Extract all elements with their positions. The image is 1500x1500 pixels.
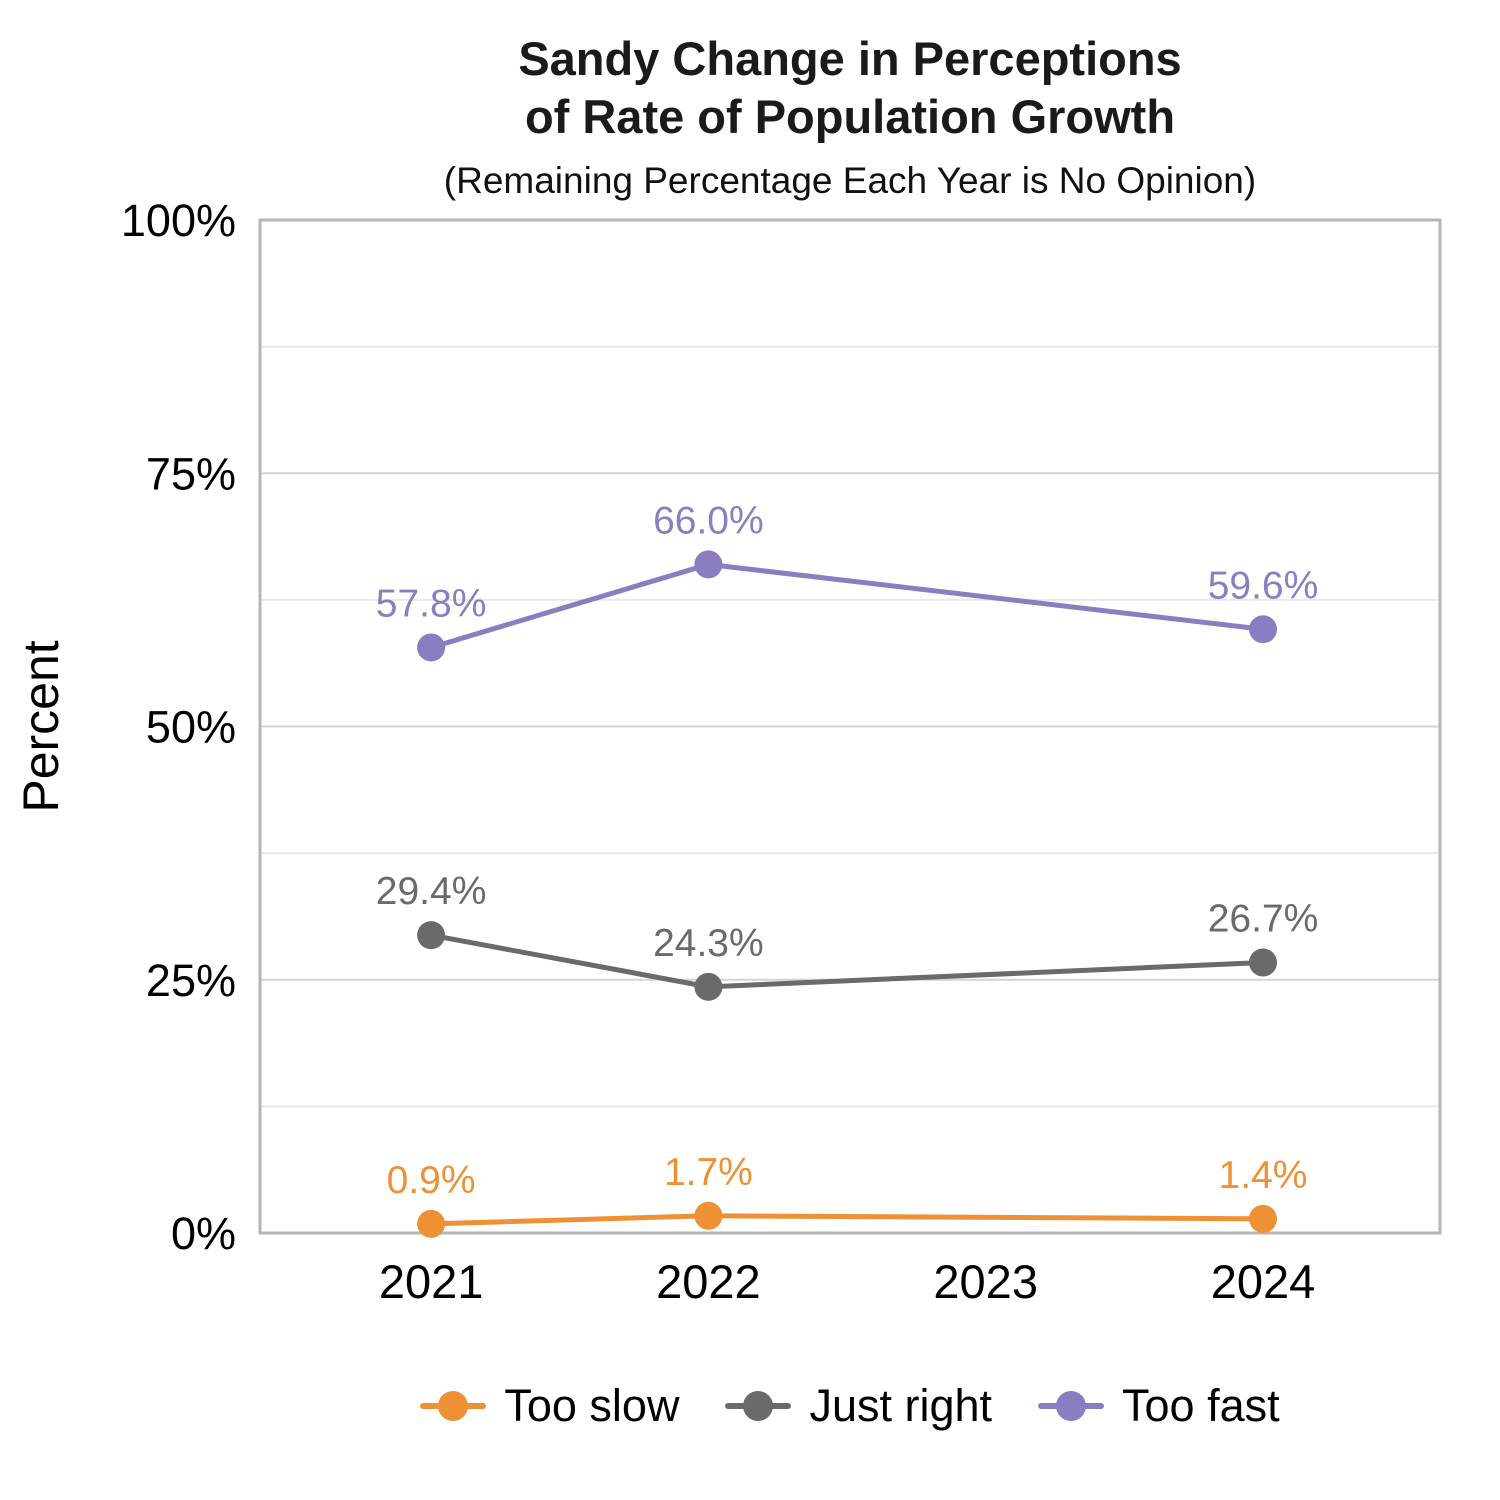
data-label: 57.8% [376,582,487,625]
data-point-too-fast-2024 [1249,615,1277,644]
data-label: 24.3% [653,922,764,965]
data-point-too-slow-2021 [417,1209,446,1238]
data-label: 29.4% [376,870,487,913]
x-tick-label: 2021 [379,1255,484,1308]
y-tick-label: 75% [146,448,236,499]
legend-item-too-slow: Too slow [420,1380,679,1432]
legend-item-just-right: Just right [725,1380,992,1432]
chart-subtitle: (Remaining Percentage Each Year is No Op… [443,160,1257,201]
legend-label-just-right: Just right [809,1380,993,1431]
chart-title-line-1: Sandy Change in Perceptions [518,32,1182,85]
data-point-just-right-2024 [1249,948,1277,977]
chart-header: Sandy Change in Perceptions of Rate of P… [160,30,1500,202]
series-line-too-fast [428,561,1266,650]
data-point-too-fast-2022 [694,550,723,579]
legend-item-too-fast: Too fast [1038,1380,1280,1432]
legend-label-too-slow: Too slow [504,1380,680,1431]
data-label: 1.4% [1219,1154,1308,1197]
too-slow-marker-icon [420,1388,487,1424]
chart-title-line-2: of Rate of Population Growth [524,90,1176,143]
data-point-too-slow-2024 [1249,1204,1277,1233]
data-label: 59.6% [1208,564,1319,607]
legend: Too slow Just right Too fast [260,1368,1440,1444]
data-label: 1.7% [664,1151,753,1194]
just-right-marker-icon [725,1388,792,1424]
y-tick-label: 50% [146,702,236,753]
legend-label-too-fast: Too fast [1122,1380,1280,1431]
data-point-too-fast-2021 [417,633,446,662]
data-point-just-right-2022 [694,972,723,1001]
y-tick-label: 100% [121,195,236,246]
data-label: 66.0% [653,499,764,542]
y-tick-label: 25% [146,955,236,1006]
series-line-too-slow [428,1213,1266,1227]
x-tick-label: 2023 [933,1255,1038,1308]
data-point-too-slow-2022 [694,1201,723,1230]
y-tick-label: 0% [171,1208,236,1259]
data-label: 0.9% [387,1159,476,1202]
x-tick-label: 2022 [656,1255,761,1308]
panel-border [258,218,1442,1235]
data-point-just-right-2021 [417,921,446,950]
too-fast-marker-icon [1038,1388,1105,1424]
y-axis-title: Percent [13,640,69,812]
x-tick-label: 2024 [1211,1255,1316,1308]
data-label: 26.7% [1208,898,1319,941]
